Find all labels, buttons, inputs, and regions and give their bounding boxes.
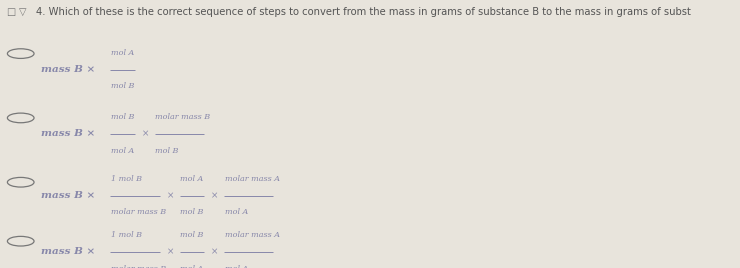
Text: mol A: mol A	[111, 147, 134, 155]
Text: ×: ×	[139, 129, 152, 139]
Text: molar mass B: molar mass B	[111, 265, 166, 268]
Text: □: □	[6, 7, 15, 17]
Text: ×: ×	[164, 191, 178, 200]
Text: 1 mol B: 1 mol B	[111, 231, 142, 239]
Text: mass B ×: mass B ×	[41, 129, 98, 139]
Text: mol B: mol B	[181, 231, 204, 239]
Text: molar mass B: molar mass B	[111, 208, 166, 216]
Text: molar mass A: molar mass A	[225, 231, 280, 239]
Text: mol A: mol A	[181, 265, 204, 268]
Text: mol A: mol A	[225, 265, 248, 268]
Text: ×: ×	[164, 247, 178, 256]
Text: ▽: ▽	[18, 7, 26, 17]
Text: mol A: mol A	[225, 208, 248, 216]
Text: ×: ×	[209, 247, 222, 256]
Text: ×: ×	[209, 191, 222, 200]
Text: molar mass A: molar mass A	[225, 175, 280, 183]
Text: mass B ×: mass B ×	[41, 247, 98, 256]
Text: 1 mol B: 1 mol B	[111, 175, 142, 183]
Text: mass B ×: mass B ×	[41, 191, 98, 200]
Text: 4. Which of these is the correct sequence of steps to convert from the mass in g: 4. Which of these is the correct sequenc…	[36, 7, 690, 17]
Text: mol B: mol B	[111, 82, 135, 90]
Text: molar mass B: molar mass B	[155, 113, 210, 121]
Text: mol B: mol B	[155, 147, 179, 155]
Text: mol B: mol B	[181, 208, 204, 216]
Text: mol A: mol A	[111, 49, 134, 57]
Text: mol B: mol B	[111, 113, 135, 121]
Text: mol A: mol A	[181, 175, 204, 183]
Text: mass B ×: mass B ×	[41, 65, 98, 74]
